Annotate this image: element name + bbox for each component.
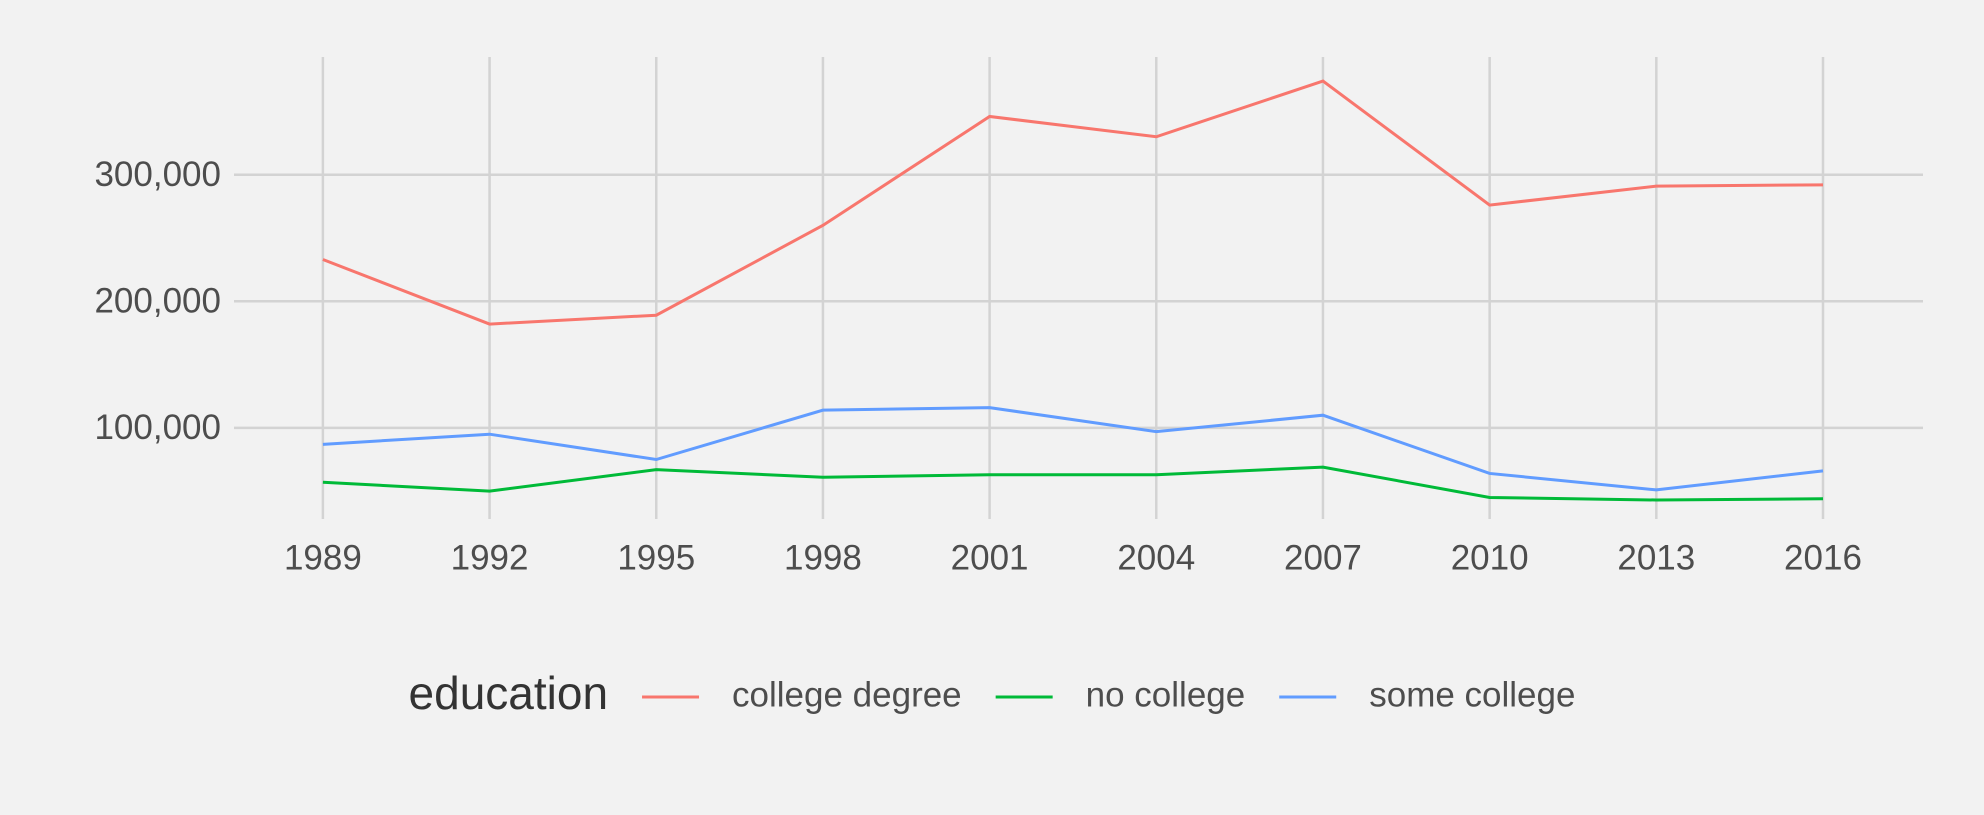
y-tick-label: 300,000 bbox=[94, 155, 221, 194]
x-tick-label: 1992 bbox=[451, 538, 529, 577]
x-tick-label: 2016 bbox=[1784, 538, 1862, 577]
legend-title: education bbox=[409, 667, 609, 719]
y-tick-label: 100,000 bbox=[94, 408, 221, 447]
series-line bbox=[322, 406, 1824, 492]
x-tick-label: 2001 bbox=[951, 538, 1029, 577]
legend: education college degree no college some co… bbox=[409, 667, 1576, 719]
axes: 100,000 200,000 300,000 1989 1992 1995 1998 200… bbox=[94, 155, 1861, 577]
x-tick-label: 1995 bbox=[617, 538, 695, 577]
x-tick-label: 2013 bbox=[1617, 538, 1695, 577]
y-tick-label: 200,000 bbox=[94, 282, 221, 321]
series-line bbox=[322, 465, 1824, 502]
legend-label: some college bbox=[1369, 675, 1575, 714]
legend-label: no college bbox=[1086, 675, 1246, 714]
grid bbox=[234, 57, 1923, 519]
x-tick-label: 2010 bbox=[1451, 538, 1529, 577]
series-line bbox=[322, 79, 1824, 326]
lines bbox=[322, 79, 1824, 502]
x-tick-label: 2004 bbox=[1117, 538, 1195, 577]
x-tick-label: 1998 bbox=[784, 538, 862, 577]
legend-label: college degree bbox=[732, 675, 962, 714]
x-tick-label: 2007 bbox=[1284, 538, 1362, 577]
x-tick-label: 1989 bbox=[284, 538, 362, 577]
